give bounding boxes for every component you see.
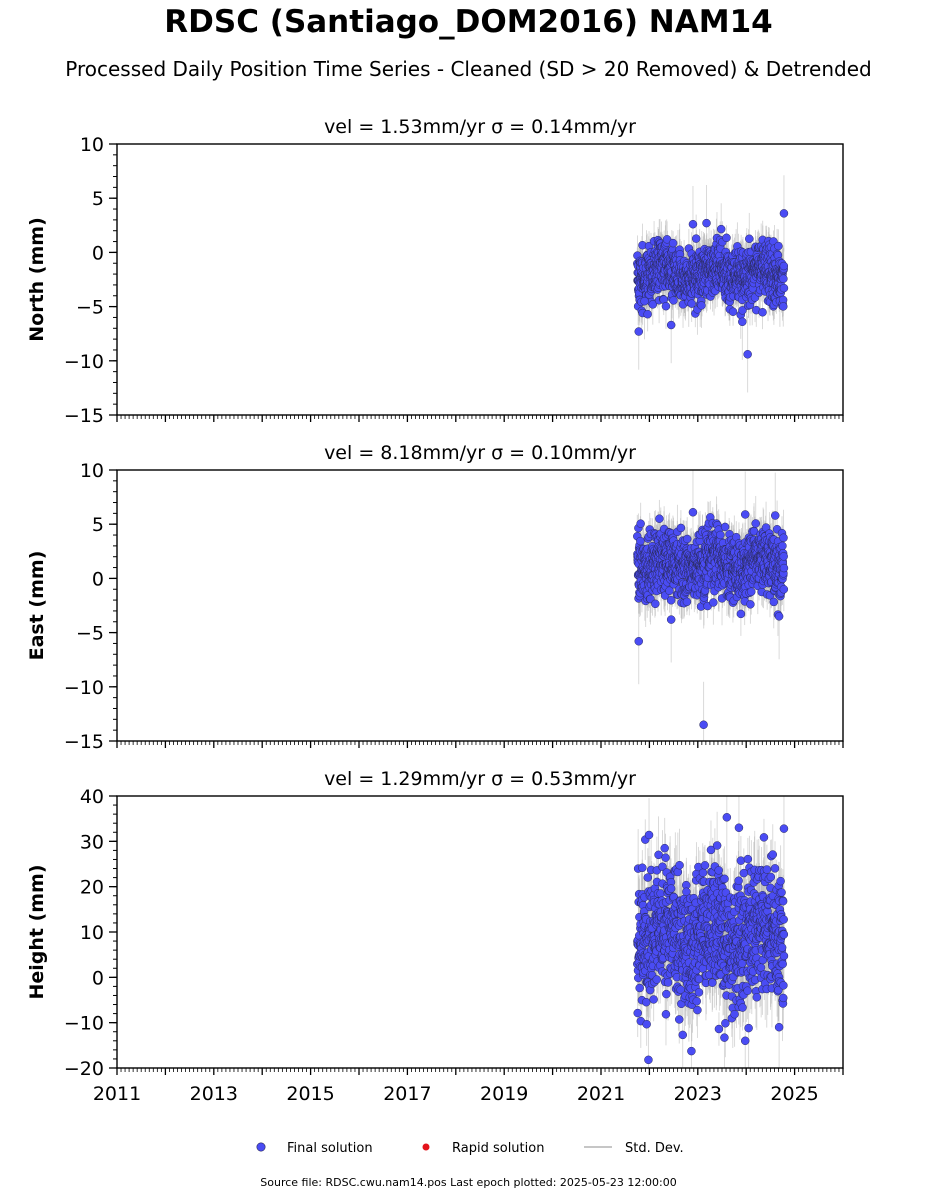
panel-height: vel = 1.29mm/yr σ = 0.53mm/yr Height (mm)… (26, 768, 844, 1105)
final-points-north (633, 209, 789, 359)
data-point (666, 615, 676, 624)
data-point (770, 511, 780, 520)
y-tick-label: 0 (92, 242, 104, 264)
data-point (779, 261, 789, 271)
data-point (722, 233, 731, 243)
chart-subtitle: Processed Daily Position Time Series - C… (65, 57, 872, 81)
ylabel-height: Height (mm) (26, 864, 48, 999)
data-point (779, 274, 788, 284)
data-point (662, 235, 672, 244)
data-point (743, 350, 752, 359)
data-point (720, 522, 730, 532)
data-point (709, 598, 718, 607)
data-point (648, 300, 658, 309)
data-point (728, 307, 738, 316)
chart-title: RDSC (Santiago_DOM2016) NAM14 (164, 4, 773, 40)
y-tick-label: −15 (64, 731, 104, 753)
y-tick-label: 5 (92, 514, 104, 536)
series-height (633, 796, 789, 1068)
data-point (669, 296, 678, 305)
data-point (716, 224, 726, 234)
data-point (736, 609, 746, 619)
data-point (751, 519, 760, 528)
data-point (716, 530, 725, 540)
data-point (769, 597, 778, 607)
data-point (651, 599, 660, 609)
y-tick-label: −10 (64, 351, 104, 373)
series-east (633, 470, 789, 741)
data-point (665, 586, 674, 596)
data-point (758, 308, 767, 317)
data-point (702, 218, 711, 228)
panel-east: vel = 8.18mm/yr σ = 0.10mm/yr East (mm) −1… (26, 442, 844, 753)
data-point (779, 585, 789, 594)
data-point (691, 234, 701, 243)
data-point (634, 327, 644, 336)
data-point (636, 519, 645, 528)
data-point (687, 299, 696, 308)
panel-title-height: vel = 1.29mm/yr σ = 0.53mm/yr (324, 768, 636, 790)
data-point (774, 241, 783, 251)
data-point (643, 309, 652, 319)
data-point (697, 301, 706, 310)
ylabel-east: East (mm) (26, 551, 48, 661)
data-point (682, 597, 692, 607)
data-point (636, 536, 645, 546)
data-point (779, 302, 788, 311)
data-point (661, 301, 671, 311)
y-tick-label: 10 (80, 134, 104, 156)
y-tick-label: 0 (92, 568, 104, 590)
data-point (738, 317, 747, 327)
data-point (688, 508, 698, 517)
data-point (738, 306, 747, 315)
data-point (779, 209, 789, 218)
data-point (779, 563, 789, 573)
data-point (778, 541, 787, 551)
data-point (774, 612, 784, 621)
final-points-east (633, 508, 789, 729)
y-tick-label: −15 (64, 405, 104, 427)
data-point (688, 219, 698, 229)
series-north (633, 175, 789, 393)
data-point (745, 234, 754, 244)
y-tick-label: −10 (64, 677, 104, 699)
data-point (666, 596, 676, 605)
panel-title-north: vel = 1.53mm/yr σ = 0.14mm/yr (324, 116, 636, 138)
data-point (779, 533, 788, 542)
data-point (779, 552, 788, 561)
data-point (634, 637, 644, 646)
data-point (740, 510, 750, 519)
data-point (655, 514, 664, 523)
y-tick-label: −5 (76, 297, 104, 319)
panel-title-east: vel = 8.18mm/yr σ = 0.10mm/yr (324, 442, 636, 464)
data-point (666, 320, 676, 330)
y-tick-label: −5 (76, 623, 104, 645)
y-tick-label: 10 (80, 460, 104, 482)
data-point (640, 296, 649, 306)
data-point (668, 238, 678, 248)
ylabel-north: North (mm) (26, 217, 48, 342)
data-point (699, 720, 708, 729)
data-point (746, 587, 756, 596)
data-point (746, 600, 755, 609)
y-tick-label: 5 (92, 188, 104, 210)
data-point (779, 283, 789, 293)
data-point (682, 534, 692, 544)
data-point (676, 523, 686, 533)
